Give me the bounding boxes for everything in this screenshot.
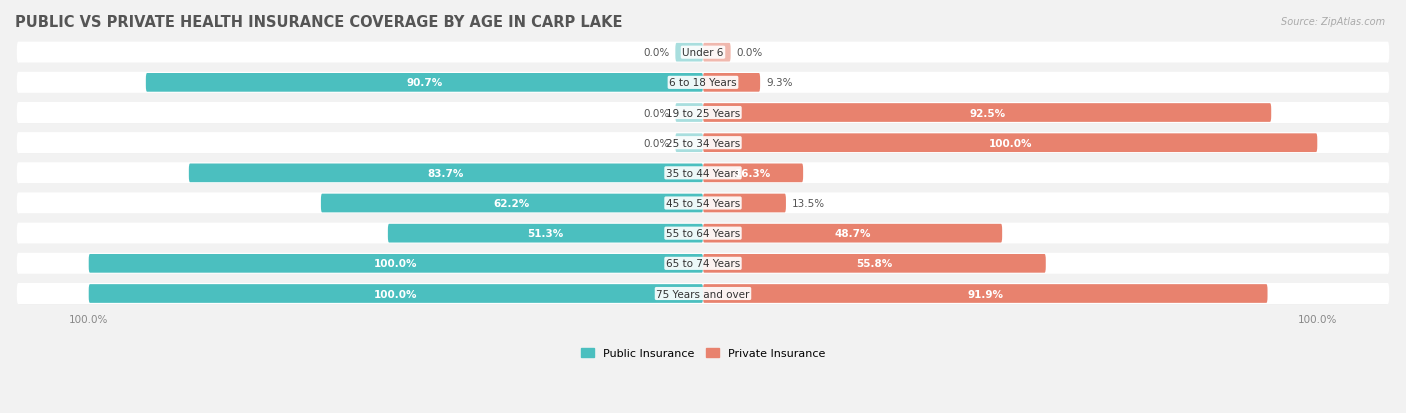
Text: 92.5%: 92.5%	[969, 108, 1005, 118]
FancyBboxPatch shape	[17, 163, 1389, 184]
FancyBboxPatch shape	[18, 285, 1388, 304]
FancyBboxPatch shape	[18, 224, 1388, 244]
FancyBboxPatch shape	[18, 104, 1388, 124]
Text: 55.8%: 55.8%	[856, 259, 893, 269]
Text: 35 to 44 Years: 35 to 44 Years	[666, 169, 740, 178]
FancyBboxPatch shape	[703, 104, 1271, 123]
Text: 13.5%: 13.5%	[792, 199, 825, 209]
FancyBboxPatch shape	[703, 285, 1268, 303]
FancyBboxPatch shape	[703, 44, 731, 62]
FancyBboxPatch shape	[17, 283, 1389, 304]
FancyBboxPatch shape	[18, 44, 1388, 64]
Text: 75 Years and over: 75 Years and over	[657, 289, 749, 299]
Text: 16.3%: 16.3%	[735, 169, 770, 178]
FancyBboxPatch shape	[675, 134, 703, 153]
Text: PUBLIC VS PRIVATE HEALTH INSURANCE COVERAGE BY AGE IN CARP LAKE: PUBLIC VS PRIVATE HEALTH INSURANCE COVER…	[15, 15, 623, 30]
Legend: Public Insurance, Private Insurance: Public Insurance, Private Insurance	[576, 344, 830, 363]
FancyBboxPatch shape	[675, 104, 703, 123]
FancyBboxPatch shape	[703, 134, 1317, 153]
Text: 6 to 18 Years: 6 to 18 Years	[669, 78, 737, 88]
FancyBboxPatch shape	[388, 224, 703, 243]
Text: 51.3%: 51.3%	[527, 229, 564, 239]
FancyBboxPatch shape	[18, 74, 1388, 94]
FancyBboxPatch shape	[17, 193, 1389, 214]
FancyBboxPatch shape	[18, 164, 1388, 184]
FancyBboxPatch shape	[89, 254, 703, 273]
Text: 0.0%: 0.0%	[737, 48, 763, 58]
Text: 45 to 54 Years: 45 to 54 Years	[666, 199, 740, 209]
Text: 19 to 25 Years: 19 to 25 Years	[666, 108, 740, 118]
Text: 25 to 34 Years: 25 to 34 Years	[666, 138, 740, 148]
FancyBboxPatch shape	[703, 164, 803, 183]
FancyBboxPatch shape	[703, 254, 1046, 273]
Text: 0.0%: 0.0%	[643, 48, 669, 58]
FancyBboxPatch shape	[188, 164, 703, 183]
FancyBboxPatch shape	[17, 73, 1389, 94]
Text: 83.7%: 83.7%	[427, 169, 464, 178]
FancyBboxPatch shape	[675, 44, 703, 62]
Text: 100.0%: 100.0%	[988, 138, 1032, 148]
FancyBboxPatch shape	[17, 223, 1389, 244]
FancyBboxPatch shape	[321, 194, 703, 213]
Text: Source: ZipAtlas.com: Source: ZipAtlas.com	[1281, 17, 1385, 26]
FancyBboxPatch shape	[17, 43, 1389, 64]
Text: 48.7%: 48.7%	[834, 229, 870, 239]
Text: 0.0%: 0.0%	[643, 138, 669, 148]
FancyBboxPatch shape	[18, 254, 1388, 274]
FancyBboxPatch shape	[17, 133, 1389, 154]
FancyBboxPatch shape	[17, 253, 1389, 274]
Text: 62.2%: 62.2%	[494, 199, 530, 209]
Text: 90.7%: 90.7%	[406, 78, 443, 88]
Text: 9.3%: 9.3%	[766, 78, 793, 88]
FancyBboxPatch shape	[703, 194, 786, 213]
Text: 0.0%: 0.0%	[643, 108, 669, 118]
Text: 65 to 74 Years: 65 to 74 Years	[666, 259, 740, 269]
FancyBboxPatch shape	[18, 194, 1388, 214]
Text: 100.0%: 100.0%	[374, 259, 418, 269]
FancyBboxPatch shape	[146, 74, 703, 93]
FancyBboxPatch shape	[17, 103, 1389, 124]
FancyBboxPatch shape	[18, 134, 1388, 154]
FancyBboxPatch shape	[89, 285, 703, 303]
Text: 55 to 64 Years: 55 to 64 Years	[666, 229, 740, 239]
FancyBboxPatch shape	[703, 224, 1002, 243]
Text: 100.0%: 100.0%	[374, 289, 418, 299]
Text: 91.9%: 91.9%	[967, 289, 1004, 299]
FancyBboxPatch shape	[703, 74, 761, 93]
Text: Under 6: Under 6	[682, 48, 724, 58]
